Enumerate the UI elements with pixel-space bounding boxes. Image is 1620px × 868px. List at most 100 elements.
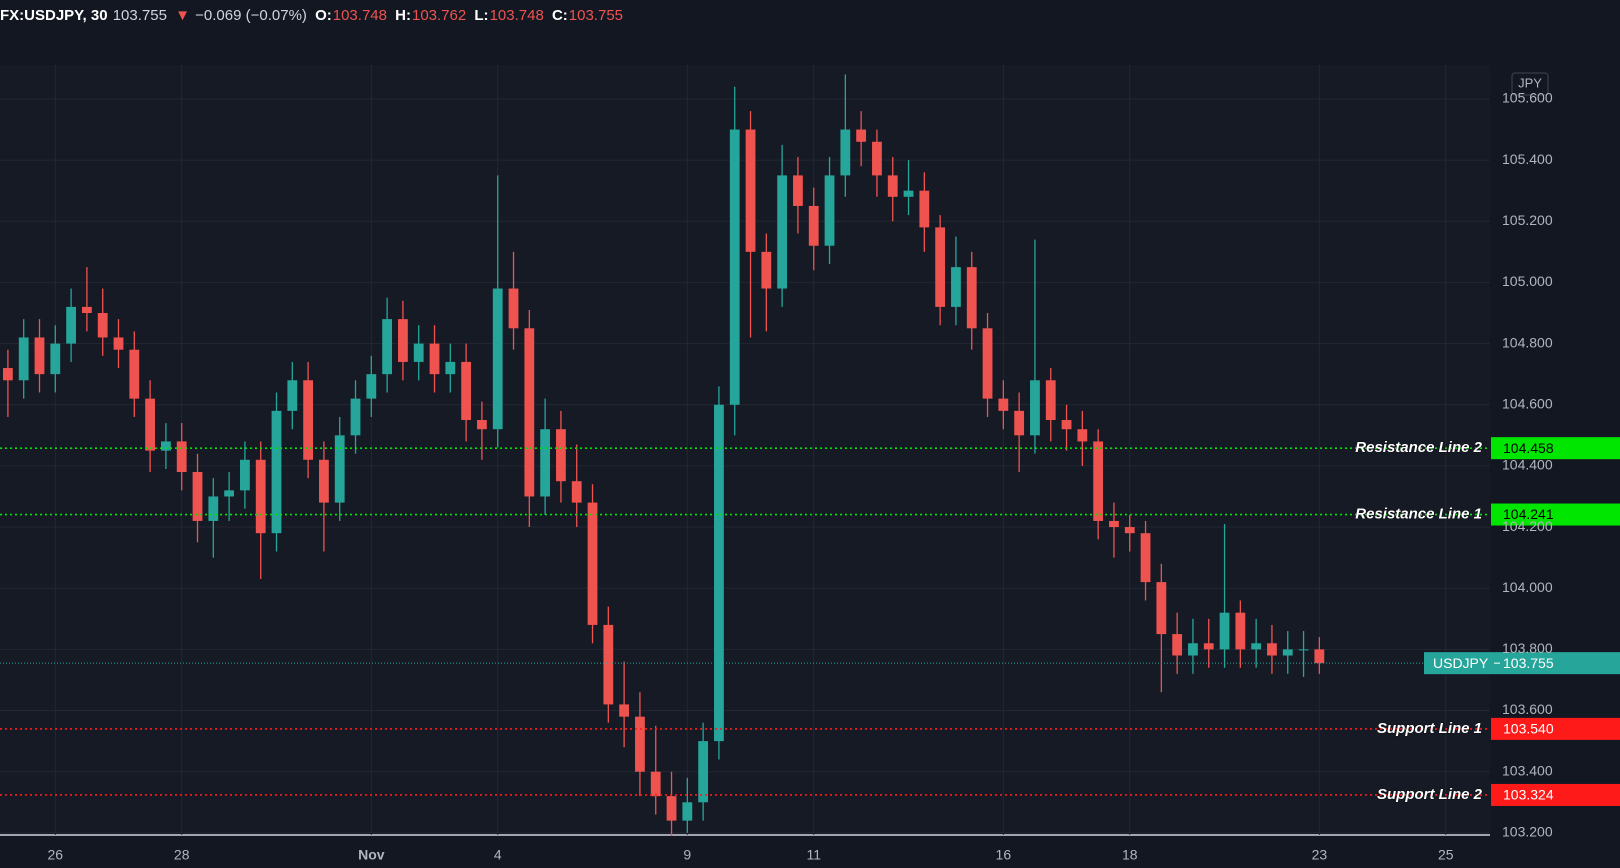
candle-body bbox=[492, 288, 503, 430]
candle-body bbox=[682, 802, 693, 821]
ohlc-value: 103.762 bbox=[411, 7, 467, 24]
level-price-box bbox=[1491, 437, 1620, 460]
x-tick-label: 9 bbox=[683, 847, 691, 863]
plot-background bbox=[0, 65, 1490, 835]
candle-body bbox=[998, 398, 1009, 411]
level-name: Resistance Line 1 bbox=[1355, 505, 1482, 522]
candle-body bbox=[192, 472, 203, 521]
candle-body bbox=[745, 129, 756, 252]
candle-body bbox=[714, 404, 724, 742]
candle-body bbox=[445, 361, 456, 375]
candle-body bbox=[1030, 380, 1040, 436]
candle-body bbox=[50, 343, 61, 375]
level-price-label: 104.241 bbox=[1503, 506, 1554, 522]
candle-body bbox=[66, 306, 77, 344]
level-price-box bbox=[1491, 717, 1620, 740]
price-name: USDJPY bbox=[1433, 655, 1489, 671]
candle-body bbox=[666, 796, 677, 821]
candle-body bbox=[1156, 582, 1167, 635]
candle-body bbox=[240, 459, 250, 491]
y-tick-label: 105.200 bbox=[1502, 212, 1553, 228]
last-price: 103.755 bbox=[112, 7, 167, 24]
candle-body bbox=[1077, 429, 1088, 442]
currency-box bbox=[1511, 72, 1549, 96]
ohlc-value: 103.748 bbox=[489, 7, 544, 24]
candle-body bbox=[1061, 420, 1072, 430]
candle-body bbox=[808, 205, 819, 246]
candle-body bbox=[1282, 649, 1293, 656]
x-tick-label: 4 bbox=[494, 847, 502, 863]
candle-body bbox=[161, 441, 171, 451]
y-tick-label: 105.600 bbox=[1502, 90, 1553, 106]
y-tick-label: 105.000 bbox=[1502, 273, 1553, 289]
level-price-box bbox=[1491, 503, 1620, 526]
candle-body bbox=[366, 374, 377, 399]
candle-body bbox=[777, 175, 788, 289]
level-name: Support Line 1 bbox=[1377, 720, 1482, 737]
candle-body bbox=[650, 771, 661, 797]
ohlc-value: 103.755 bbox=[568, 7, 624, 24]
candle-body bbox=[1251, 643, 1262, 650]
x-tick-label: 23 bbox=[1312, 847, 1328, 863]
chart: Resistance Line 2 104.458 Resistance Line … bbox=[0, 65, 1620, 868]
candle-body bbox=[34, 337, 45, 375]
y-tick-label: 104.800 bbox=[1502, 334, 1553, 350]
candle-body bbox=[1235, 612, 1246, 650]
candle-body bbox=[919, 190, 930, 228]
candle-body bbox=[97, 313, 108, 338]
candle-body bbox=[350, 398, 361, 436]
legend-header: FX:USDJPY, 30 103.755 ▼ −0.069 (−0.07%) … bbox=[0, 0, 1620, 32]
candle-body bbox=[1188, 643, 1198, 656]
level-name: Resistance Line 2 bbox=[1355, 439, 1482, 456]
candle-body bbox=[319, 459, 329, 503]
candle-body bbox=[1140, 533, 1151, 583]
candle-body bbox=[461, 361, 472, 421]
level-price-box bbox=[1491, 783, 1620, 806]
candle-body bbox=[982, 328, 993, 399]
y-tick-label: 103.400 bbox=[1502, 762, 1553, 778]
candle-body bbox=[761, 251, 772, 289]
candle-body bbox=[824, 175, 835, 246]
y-tick-label: 104.600 bbox=[1502, 395, 1553, 411]
candle-body bbox=[1314, 649, 1325, 664]
candle-body bbox=[334, 435, 345, 503]
candle-body bbox=[477, 420, 487, 430]
change: −0.069 (−0.07%) bbox=[195, 7, 307, 24]
price-box bbox=[1424, 652, 1620, 675]
ohlc-label: L: bbox=[474, 7, 489, 24]
y-tick-label: 103.200 bbox=[1502, 824, 1553, 840]
change-arrow: ▼ bbox=[175, 7, 190, 24]
candle-body bbox=[413, 343, 424, 362]
candle-body bbox=[1093, 441, 1104, 521]
candle-body bbox=[113, 337, 124, 350]
candle-body bbox=[129, 349, 140, 399]
level-price-label: 103.324 bbox=[1503, 787, 1554, 803]
candle-body bbox=[840, 129, 851, 176]
x-tick-label: Nov bbox=[358, 847, 385, 863]
candle-body bbox=[556, 429, 566, 482]
y-tick-label: 104.400 bbox=[1502, 457, 1553, 473]
candle-body bbox=[145, 398, 156, 451]
level-price-label: 103.540 bbox=[1503, 721, 1554, 737]
candle-body bbox=[1203, 643, 1214, 650]
candle-body bbox=[1267, 643, 1277, 656]
x-tick-label: 28 bbox=[174, 847, 190, 863]
candle-body bbox=[208, 496, 219, 521]
x-tick-label: 18 bbox=[1122, 847, 1138, 863]
candle-body bbox=[619, 704, 630, 717]
candle-body bbox=[382, 319, 393, 375]
x-tick-label: 26 bbox=[48, 847, 64, 863]
candle-body bbox=[571, 481, 582, 503]
y-tick-label: 105.400 bbox=[1502, 151, 1553, 167]
candle-body bbox=[176, 441, 187, 473]
x-tick-label: 25 bbox=[1438, 847, 1454, 863]
candle-body bbox=[587, 502, 598, 625]
price-value: 103.755 bbox=[1503, 655, 1554, 671]
candle-body bbox=[398, 319, 408, 362]
candle-body bbox=[935, 227, 946, 307]
candle-body bbox=[603, 624, 614, 705]
ohlc-label: O: bbox=[315, 7, 332, 24]
candle-body bbox=[872, 141, 882, 176]
y-tick-label: 103.800 bbox=[1502, 640, 1553, 656]
candle-body bbox=[1014, 410, 1025, 436]
